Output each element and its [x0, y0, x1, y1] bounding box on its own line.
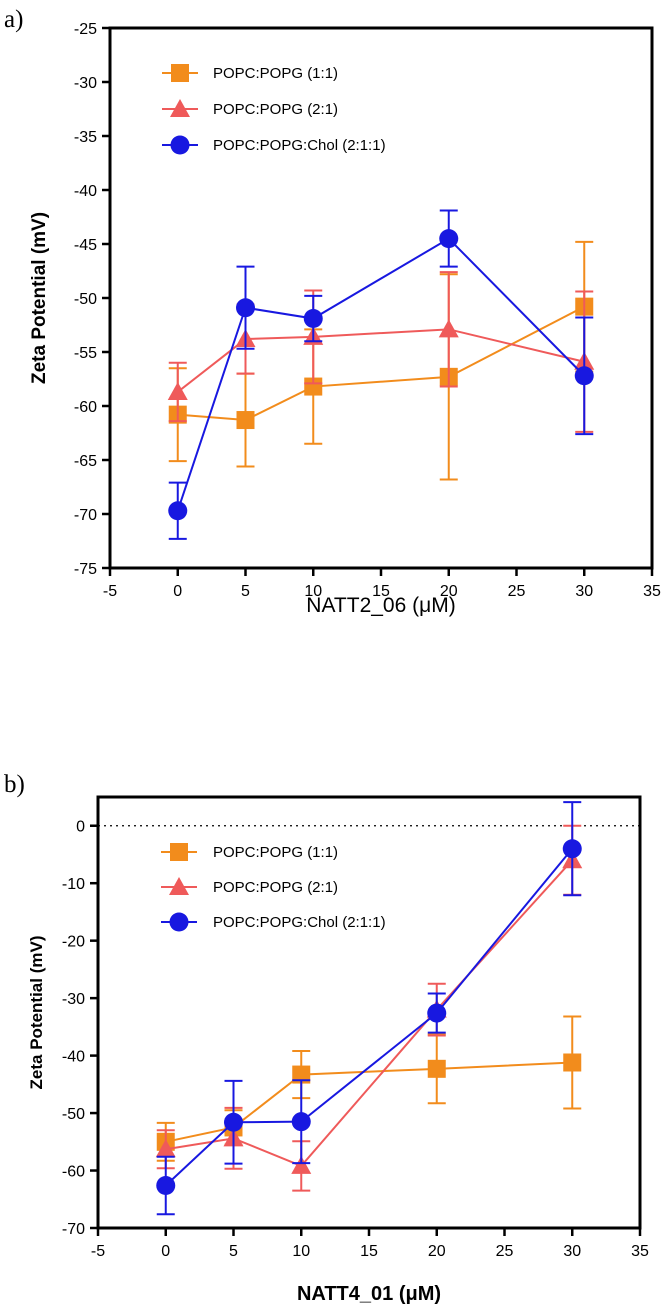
legend-label: POPC:POPG:Chol (2:1:1) — [213, 137, 386, 154]
legend-label: POPC:POPG (1:1) — [213, 844, 338, 861]
data-point — [304, 377, 323, 396]
x-axis-title: NATT4_01 (μM) — [297, 1283, 441, 1305]
legend-label: POPC:POPG (2:1) — [213, 879, 338, 896]
y-tick-label: -60 — [62, 1164, 85, 1181]
x-tick-label: 5 — [229, 1243, 238, 1260]
panel-label: a) — [4, 6, 23, 33]
legend-entry-2: POPC:POPG (2:1) — [162, 99, 338, 118]
data-point — [167, 381, 188, 400]
legend-entry-1: POPC:POPG (1:1) — [161, 843, 338, 861]
data-point — [168, 501, 188, 521]
series-line — [176, 237, 585, 512]
x-tick-label: -5 — [91, 1243, 105, 1260]
x-tick-label: 0 — [173, 583, 182, 600]
x-tick-label: 30 — [575, 583, 593, 600]
y-tick-label: -35 — [74, 129, 97, 146]
y-tick-label: -30 — [62, 991, 85, 1008]
data-point — [156, 1175, 176, 1195]
data-point — [303, 309, 323, 329]
x-tick-label: 20 — [440, 583, 458, 600]
data-point — [155, 1139, 176, 1158]
y-tick-label: -10 — [62, 876, 85, 893]
legend-marker — [171, 64, 189, 82]
data-point — [439, 229, 459, 249]
y-tick-label: -45 — [74, 237, 97, 254]
plot-frame — [96, 795, 642, 1230]
series-line — [177, 305, 585, 422]
y-tick-label: -50 — [62, 1106, 85, 1123]
y-tick-label: -40 — [62, 1049, 85, 1066]
x-tick-label: 15 — [372, 583, 390, 600]
series-3 — [168, 209, 594, 540]
legend-entry-3: POPC:POPG:Chol (2:1:1) — [162, 135, 386, 155]
legend-label: POPC:POPG (2:1) — [213, 101, 338, 118]
data-point — [562, 839, 582, 859]
x-tick-label: 15 — [360, 1243, 378, 1260]
legend-entry-2: POPC:POPG (2:1) — [161, 877, 338, 896]
data-point — [291, 1155, 312, 1174]
x-tick-label: 5 — [241, 583, 250, 600]
data-point — [236, 411, 255, 430]
x-tick-label: 35 — [643, 583, 661, 600]
y-axis-title: Zeta Potential (mV) — [27, 936, 46, 1090]
x-tick-label: -5 — [103, 583, 117, 600]
y-tick-label: -70 — [74, 507, 97, 524]
legend-label: POPC:POPG:Chol (2:1:1) — [213, 914, 386, 931]
y-tick-label: -60 — [74, 399, 97, 416]
y-tick-label: -65 — [74, 453, 97, 470]
chart-panel-1: a)-5 0 5 10 15 20 25 30 35-75-70-65-60-55-50-45-… — [4, 6, 661, 617]
y-tick-label: -30 — [74, 75, 97, 92]
legend-marker — [169, 912, 189, 932]
legend-marker — [170, 135, 190, 155]
legend-marker — [170, 843, 188, 861]
x-tick-label: 35 — [631, 1243, 649, 1260]
y-tick-label: -20 — [62, 934, 85, 951]
y-axis-title: Zeta Potential (mV) — [29, 212, 50, 384]
x-tick-label: 25 — [508, 583, 526, 600]
x-tick-label: 0 — [161, 1243, 170, 1260]
data-point — [563, 1053, 582, 1072]
y-tick-label: -25 — [74, 21, 97, 38]
chart-panel-2: b)-5 0 5 10 15 20 25 30 35-70-60-50-40-30-20-100… — [4, 771, 649, 1305]
x-tick-label: 25 — [496, 1243, 514, 1260]
series-1 — [156, 1015, 582, 1162]
data-point — [236, 298, 255, 318]
panel-label: b) — [4, 771, 25, 798]
legend-label: POPC:POPG (1:1) — [213, 65, 338, 82]
x-axis-title: NATT2_06 (μM) — [306, 594, 455, 617]
x-tick-label: 10 — [292, 1243, 310, 1260]
data-point — [427, 1059, 446, 1078]
data-point — [438, 319, 459, 338]
legend-marker — [169, 877, 189, 895]
series-3 — [156, 801, 582, 1216]
y-tick-label: -75 — [74, 561, 97, 578]
legend-marker — [170, 99, 190, 117]
legend-entry-1: POPC:POPG (1:1) — [162, 64, 338, 82]
x-tick-label: 20 — [428, 1243, 446, 1260]
y-tick-label: -55 — [74, 345, 97, 362]
x-tick-label: 10 — [304, 583, 322, 600]
legend-entry-3: POPC:POPG:Chol (2:1:1) — [161, 912, 386, 932]
data-point — [574, 366, 594, 386]
data-point — [291, 1112, 311, 1132]
x-tick-label: 30 — [563, 1243, 581, 1260]
y-tick-label: 0 — [76, 819, 85, 836]
data-point — [292, 1065, 311, 1084]
data-point — [224, 1112, 243, 1132]
data-point — [427, 1003, 447, 1023]
y-tick-label: -40 — [74, 183, 97, 200]
y-tick-label: -70 — [62, 1221, 85, 1238]
y-tick-label: -50 — [74, 291, 97, 308]
